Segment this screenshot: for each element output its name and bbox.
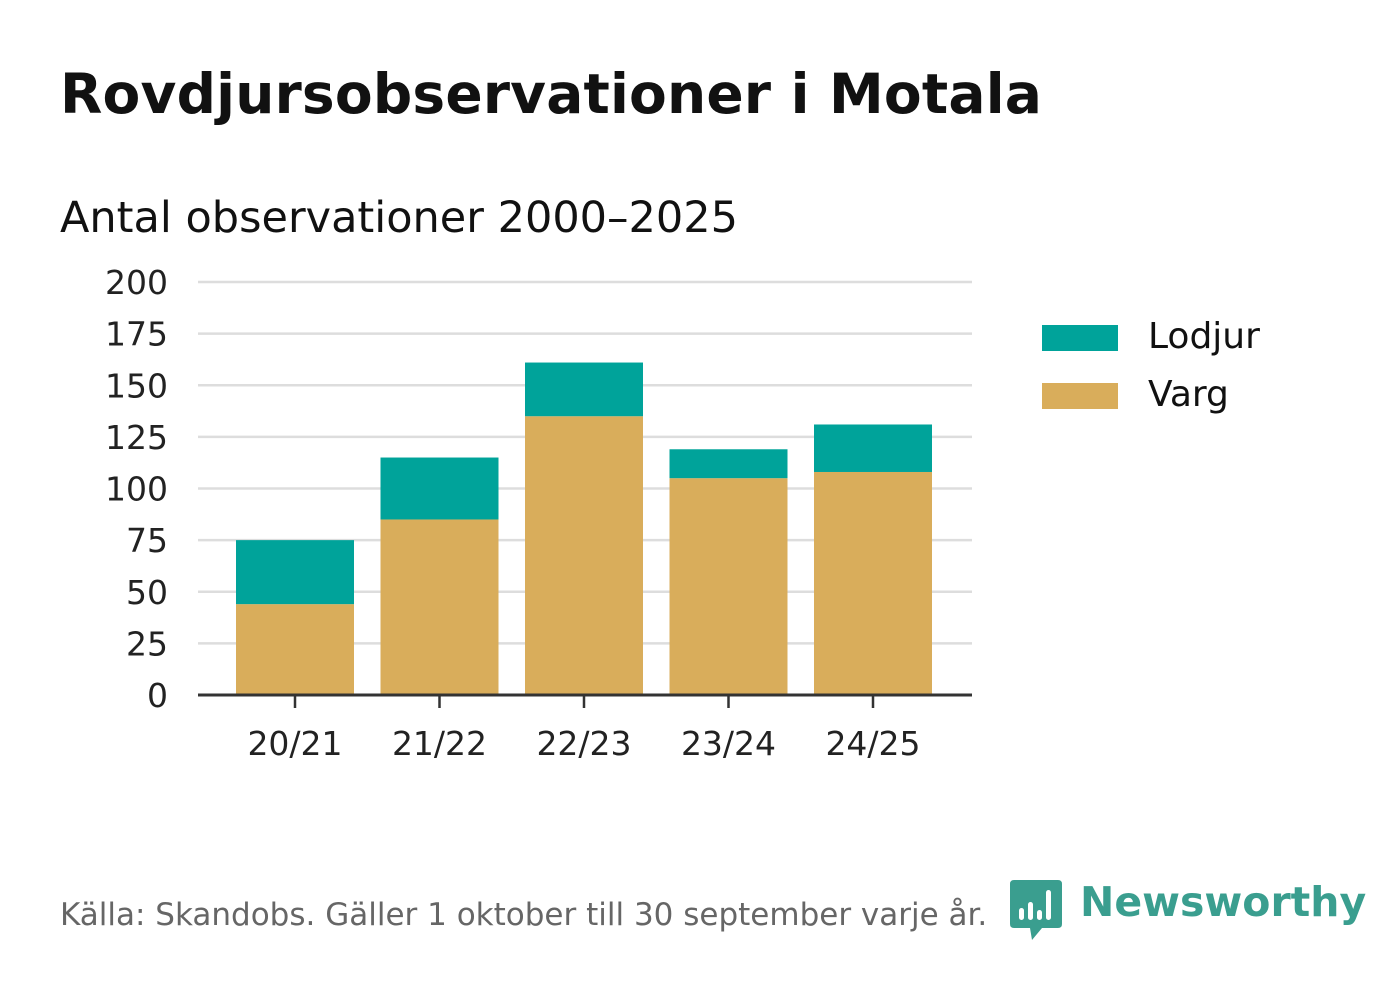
- bar-lodjur-22-23: [525, 362, 643, 417]
- bar-varg-22-23: [525, 416, 643, 695]
- legend-swatch-varg: [1042, 383, 1118, 409]
- y-tick-label: 50: [126, 573, 168, 612]
- bar-varg-23-24: [669, 478, 788, 695]
- x-tick-label: 24/25: [825, 724, 920, 763]
- legend-swatch-lodjur: [1042, 325, 1118, 351]
- y-tick-label: 25: [126, 624, 168, 663]
- y-tick-label: 125: [105, 418, 168, 457]
- bar-lodjur-23-24: [669, 449, 788, 479]
- bar-lodjur-21-22: [380, 457, 499, 520]
- legend-label-varg: Varg: [1148, 374, 1229, 415]
- y-tick-label: 200: [105, 263, 168, 302]
- bar-varg-20-21: [236, 604, 354, 695]
- x-tick-label: 23/24: [681, 724, 776, 763]
- legend-label-lodjur: Lodjur: [1148, 316, 1260, 357]
- bar-lodjur-24-25: [814, 424, 932, 472]
- bar-lodjur-20-21: [236, 540, 354, 605]
- y-tick-label: 175: [105, 315, 168, 354]
- x-tick-label: 22/23: [536, 724, 631, 763]
- x-tick-label: 20/21: [247, 724, 342, 763]
- bar-varg-24-25: [814, 471, 932, 695]
- chart-title: Rovdjursobservationer i Motala: [60, 62, 1043, 126]
- y-tick-label: 75: [126, 521, 168, 560]
- newsworthy-logo-icon: [1010, 880, 1062, 940]
- x-tick-label: 21/22: [392, 724, 487, 763]
- chart-subtitle: Antal observationer 2000–2025: [60, 193, 738, 243]
- brand-name: Newsworthy: [1080, 878, 1367, 926]
- source-note: Källa: Skandobs. Gäller 1 oktober till 3…: [60, 897, 988, 933]
- y-tick-label: 150: [105, 366, 168, 405]
- bar-varg-21-22: [380, 519, 499, 695]
- y-tick-label: 0: [147, 676, 168, 715]
- y-tick-label: 100: [105, 470, 168, 509]
